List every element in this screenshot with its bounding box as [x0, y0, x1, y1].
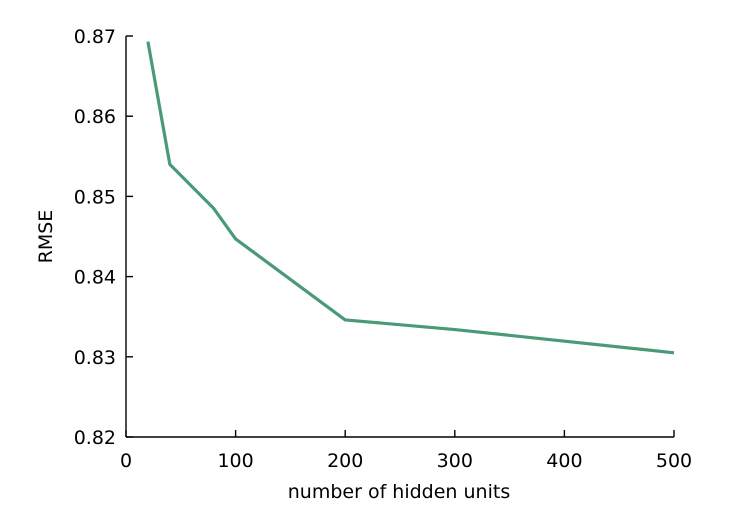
y-tick-label: 0.86 — [74, 106, 116, 128]
x-tick-label: 200 — [327, 450, 363, 472]
y-tick-label: 0.87 — [74, 26, 116, 48]
x-tick-label: 500 — [656, 450, 692, 472]
x-tick-label: 100 — [217, 450, 253, 472]
axes — [125, 36, 674, 438]
x-tick-label: 0 — [120, 450, 132, 472]
x-tick-label: 300 — [437, 450, 473, 472]
series-group — [146, 41, 675, 355]
series-line — [146, 41, 675, 355]
x-axis-label: number of hidden units — [288, 481, 510, 503]
y-axis-label: RMSE — [35, 210, 57, 264]
y-ticks: 0.82 0.83 0.84 0.85 0.86 0.87 — [74, 26, 133, 449]
y-tick-label: 0.83 — [74, 347, 116, 369]
y-tick-label: 0.82 — [74, 427, 116, 449]
y-tick-label: 0.84 — [74, 267, 116, 289]
x-tick-label: 400 — [546, 450, 582, 472]
x-ticks: 0 100 200 300 400 500 — [120, 430, 692, 472]
y-tick-label: 0.85 — [74, 186, 116, 208]
